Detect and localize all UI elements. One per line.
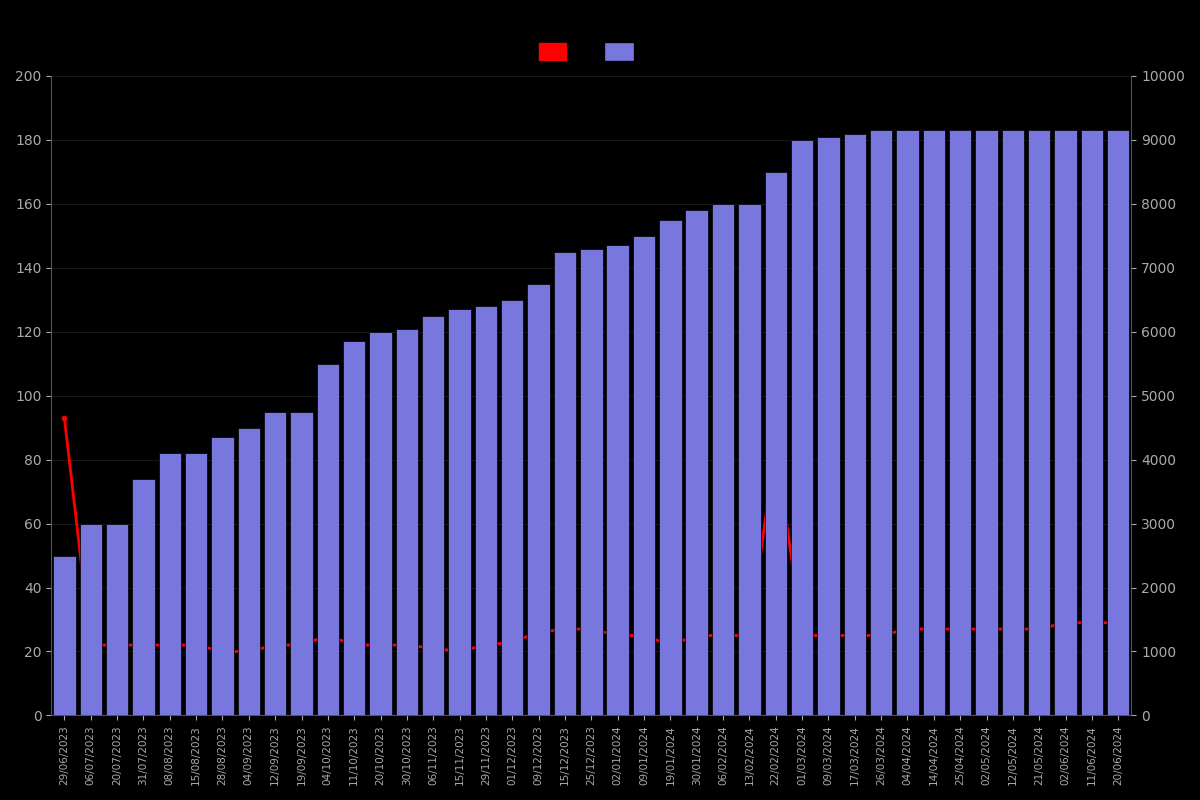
Bar <box>738 204 761 715</box>
Bar <box>264 412 287 715</box>
Bar <box>817 137 840 715</box>
Bar <box>976 130 997 715</box>
Bar <box>923 130 946 715</box>
Bar <box>396 329 418 715</box>
Bar <box>528 284 550 715</box>
Bar <box>712 204 734 715</box>
Bar <box>791 140 814 715</box>
Bar <box>844 134 866 715</box>
Bar <box>1028 130 1050 715</box>
Bar <box>896 130 919 715</box>
Bar <box>79 523 102 715</box>
Bar <box>1002 130 1024 715</box>
Bar <box>475 306 497 715</box>
Bar <box>659 220 682 715</box>
Bar <box>317 364 340 715</box>
Bar <box>449 310 470 715</box>
Bar <box>290 412 313 715</box>
Bar <box>132 479 155 715</box>
Bar <box>422 316 444 715</box>
Bar <box>1108 130 1129 715</box>
Bar <box>949 130 971 715</box>
Bar <box>370 332 391 715</box>
Bar <box>502 300 523 715</box>
Bar <box>764 172 787 715</box>
Bar <box>1081 130 1103 715</box>
Bar <box>158 454 181 715</box>
Bar <box>53 555 76 715</box>
Bar <box>580 249 602 715</box>
Bar <box>211 438 234 715</box>
Bar <box>343 342 365 715</box>
Bar <box>238 428 260 715</box>
Bar <box>1055 130 1076 715</box>
Bar <box>553 252 576 715</box>
Bar <box>870 130 893 715</box>
Bar <box>632 236 655 715</box>
Bar <box>685 210 708 715</box>
Bar <box>106 523 128 715</box>
Bar <box>185 454 208 715</box>
Bar <box>606 246 629 715</box>
Legend: , : , <box>533 38 649 66</box>
